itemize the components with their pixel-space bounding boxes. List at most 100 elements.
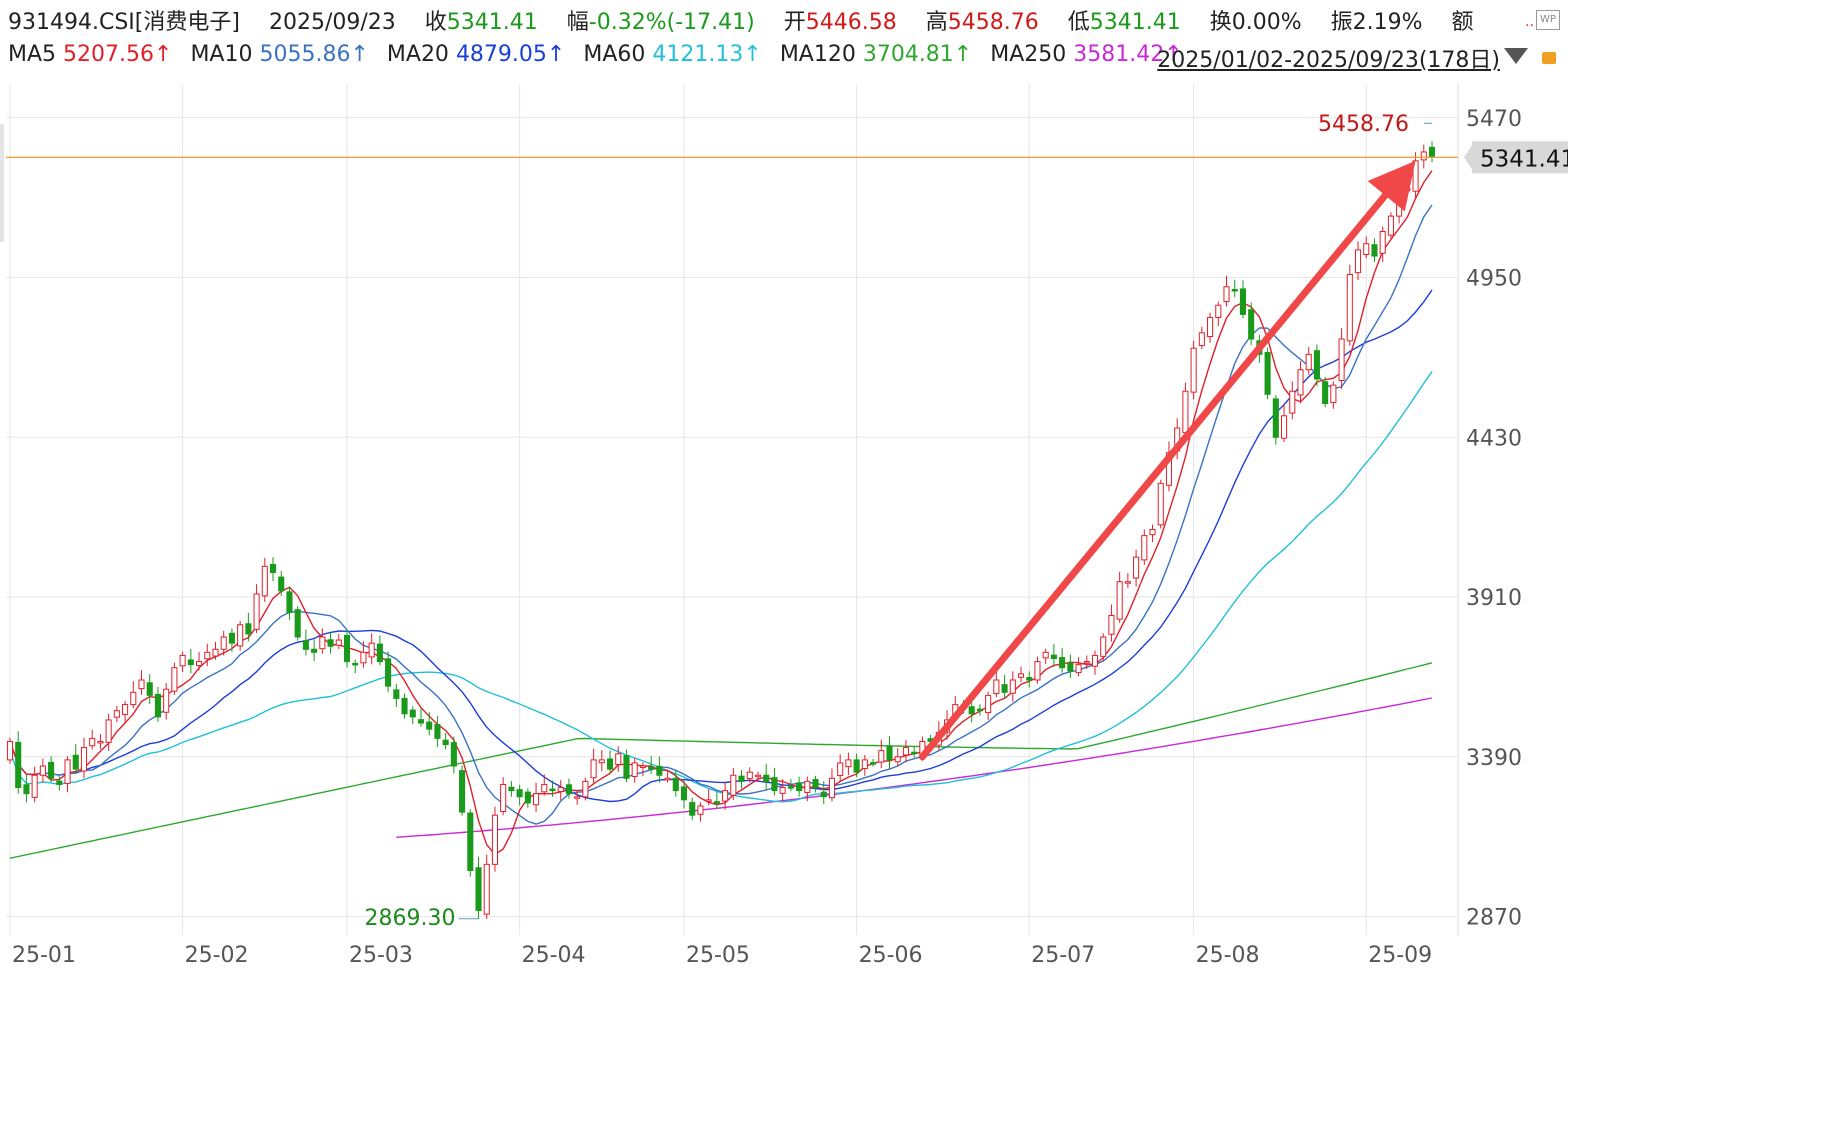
candle-body	[976, 708, 983, 712]
candle-body	[861, 759, 868, 769]
candle-body	[1330, 384, 1337, 404]
candle-body	[1207, 316, 1214, 338]
candle-body	[269, 563, 277, 573]
ma-label-ma5: MA5	[8, 42, 64, 67]
index-code-name: 931494.CSI[消费电子]	[8, 10, 240, 35]
candle-body	[319, 636, 326, 650]
candle-body	[401, 697, 408, 715]
candle-body	[360, 651, 367, 664]
candle-body	[697, 805, 704, 815]
candle-body	[1026, 677, 1033, 681]
candle-body	[574, 796, 581, 799]
candle-body	[1346, 273, 1353, 342]
candle-body	[746, 771, 753, 780]
wp-icon[interactable]: WP	[1536, 10, 1560, 30]
candle-body	[294, 609, 301, 638]
candle-body	[212, 648, 219, 657]
candle-body	[39, 765, 46, 776]
candle-body	[886, 745, 893, 761]
trend-arrow-shaft	[918, 179, 1400, 761]
open-label: 开	[783, 10, 806, 35]
chevron-down-icon[interactable]	[1504, 48, 1528, 64]
candle-body	[311, 648, 318, 653]
candle-body	[911, 751, 918, 755]
candle-body	[417, 719, 425, 724]
candle-body	[763, 774, 770, 782]
candle-body	[828, 777, 836, 799]
candle-body	[1239, 288, 1246, 315]
lock-icon[interactable]	[1542, 52, 1556, 64]
candle-body	[779, 787, 786, 794]
candle-body	[335, 639, 342, 646]
side-scroll-handle[interactable]	[0, 124, 4, 242]
candle-body	[220, 636, 227, 650]
candle-body	[508, 786, 515, 792]
candle-body	[1322, 381, 1329, 405]
candle-body	[516, 789, 523, 798]
candle-body	[6, 740, 14, 761]
candle-body	[902, 747, 909, 756]
date-range-selector[interactable]: 2025/01/02-2025/09/23(178日)	[1157, 48, 1500, 73]
candle-body	[664, 777, 671, 781]
candle-body	[376, 643, 383, 663]
candle-body	[228, 632, 235, 644]
candle-body	[524, 791, 531, 804]
candle-body	[1354, 249, 1362, 274]
candle-body	[1075, 664, 1082, 674]
y-tick-label: 3910	[1466, 586, 1522, 611]
candle-body	[582, 780, 589, 798]
candle-body	[1133, 556, 1140, 579]
candle-body	[754, 774, 762, 778]
candle-body	[426, 721, 433, 730]
turnover-value: 0.00%	[1231, 10, 1302, 35]
open-value: 5446.58	[805, 10, 897, 35]
high-annotation: 5458.76	[1318, 112, 1409, 137]
candle-body	[409, 709, 416, 718]
candle-body	[1042, 651, 1049, 659]
quote-header: 931494.CSI[消费电子] 2025/09/23 收5341.41 幅-0…	[8, 4, 1474, 36]
candle-body	[804, 780, 811, 793]
candle-body	[1157, 482, 1164, 526]
candle-body	[1231, 289, 1238, 292]
candle-body	[1338, 338, 1345, 381]
candle-body	[385, 658, 392, 687]
candle-body	[97, 740, 104, 744]
candle-body	[1083, 661, 1090, 664]
y-tick-label: 3390	[1466, 746, 1522, 771]
ma120-line	[9, 662, 1433, 859]
candle-body	[56, 780, 63, 785]
candle-body	[122, 704, 129, 715]
candle-body	[105, 719, 112, 743]
candle-body	[15, 741, 22, 789]
amplitude-label: 振	[1330, 10, 1353, 35]
candle-body	[623, 755, 630, 779]
turnover-label: 换	[1209, 10, 1232, 35]
candle-body	[483, 863, 490, 915]
candle-body	[820, 791, 827, 798]
ma-legend: MA5 5207.56↑ MA10 5055.86↑ MA20 4879.05↑ MA…	[8, 42, 1201, 67]
candle-body	[648, 766, 655, 770]
candle-body	[985, 694, 992, 714]
low-value: 5341.41	[1089, 10, 1181, 35]
quote-date: 2025/09/23	[268, 10, 396, 35]
candle-body	[1313, 350, 1320, 380]
dots-icon: ..	[1525, 14, 1534, 30]
candle-body	[130, 691, 137, 706]
candle-body	[1305, 353, 1312, 371]
candle-body	[245, 623, 252, 635]
x-tick-label: 25-09	[1368, 943, 1432, 967]
y-tick-label: 5470	[1466, 107, 1522, 132]
candle-body	[705, 799, 712, 802]
candle-body	[1017, 673, 1025, 678]
amplitude-value: 2.19%	[1352, 10, 1423, 35]
candle-body	[1379, 230, 1386, 254]
candle-body	[72, 754, 79, 770]
candle-body	[1223, 286, 1230, 303]
candle-body	[327, 639, 334, 647]
candle-body	[1215, 304, 1222, 318]
candle-body	[23, 784, 30, 795]
candle-body	[459, 770, 466, 813]
candle-body	[163, 688, 170, 713]
candle-body	[442, 739, 449, 746]
change-label: 幅	[566, 10, 589, 35]
